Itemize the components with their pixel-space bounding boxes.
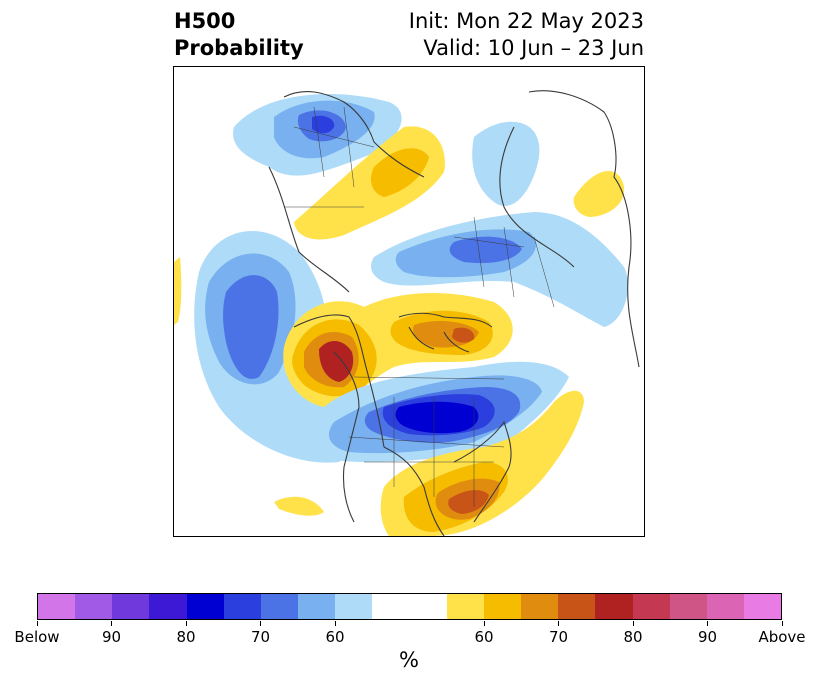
colorbar-tick-label: 90 (697, 628, 718, 646)
probability-map (173, 66, 645, 537)
colorbar-cell (260, 594, 299, 619)
title-left: H500 Probability (174, 8, 304, 62)
colorbar-cell (483, 594, 522, 619)
colorbar-tick-mark (260, 621, 261, 626)
anomaly-canada-below (284, 361, 569, 462)
anomaly-europe-below (233, 94, 402, 176)
title-type: Probability (174, 36, 304, 60)
colorbar-cell (298, 594, 336, 619)
title-variable: H500 (174, 9, 236, 33)
anomaly-russia-below (371, 121, 628, 327)
colorbar-cell (372, 594, 410, 619)
colorbar-tick-mark (36, 621, 38, 626)
colorbar-cell (112, 594, 150, 619)
colorbar-cell (75, 594, 113, 619)
colorbar-cell (409, 594, 447, 619)
colorbar-tick-label: 70 (548, 628, 569, 646)
colorbar-tick-label: 70 (250, 628, 271, 646)
coastlines (268, 90, 640, 536)
colorbar-tick-label: 90 (101, 628, 122, 646)
anomaly-atlantic-above (274, 390, 584, 536)
colorbar-tick-mark (707, 621, 708, 626)
colorbar-unit: % (399, 648, 419, 672)
colorbar-cell (632, 594, 670, 619)
map-canvas (174, 90, 640, 536)
colorbar-tick-label: 60 (325, 628, 345, 646)
colorbar-cell (558, 594, 596, 619)
colorbar-tick-label: 80 (623, 628, 643, 646)
colorbar-cell (335, 594, 373, 619)
colorbar-cell (743, 594, 782, 619)
title-right: Init: Mon 22 May 2023 Valid: 10 Jun – 23… (409, 8, 644, 62)
anomaly-west-edge-above (174, 257, 182, 325)
colorbar-cell (521, 594, 559, 619)
anomaly-eastasia-above (573, 170, 625, 217)
colorbar-tick-label: Above (758, 628, 806, 646)
init-date: Init: Mon 22 May 2023 (408, 9, 644, 33)
colorbar-cell (223, 594, 261, 619)
political-borders (284, 106, 555, 507)
colorbar-tick-label: Below (14, 628, 60, 646)
colorbar-tick-mark (781, 621, 783, 626)
colorbar-cell (186, 594, 224, 619)
colorbar-cell (595, 594, 633, 619)
colorbar-tick-mark (334, 621, 336, 626)
valid-range: Valid: 10 Jun – 23 Jun (423, 36, 644, 60)
colorbar-cell (149, 594, 187, 619)
colorbar-cell (706, 594, 744, 619)
anomaly-pacific-below (194, 230, 355, 463)
colorbar-tick-mark (483, 621, 485, 626)
colorbar (37, 593, 782, 620)
colorbar-cell (446, 594, 484, 619)
colorbar-cell (38, 594, 76, 619)
colorbar-tick-mark (111, 621, 112, 626)
colorbar-cell (669, 594, 707, 619)
colorbar-tick-label: 60 (474, 628, 494, 646)
colorbar-tick-mark (632, 621, 634, 626)
colorbar-tick-label: 80 (176, 628, 196, 646)
colorbar-tick-mark (558, 621, 559, 626)
colorbar-tick-mark (185, 621, 187, 626)
anomaly-eurasia-above (294, 126, 445, 240)
